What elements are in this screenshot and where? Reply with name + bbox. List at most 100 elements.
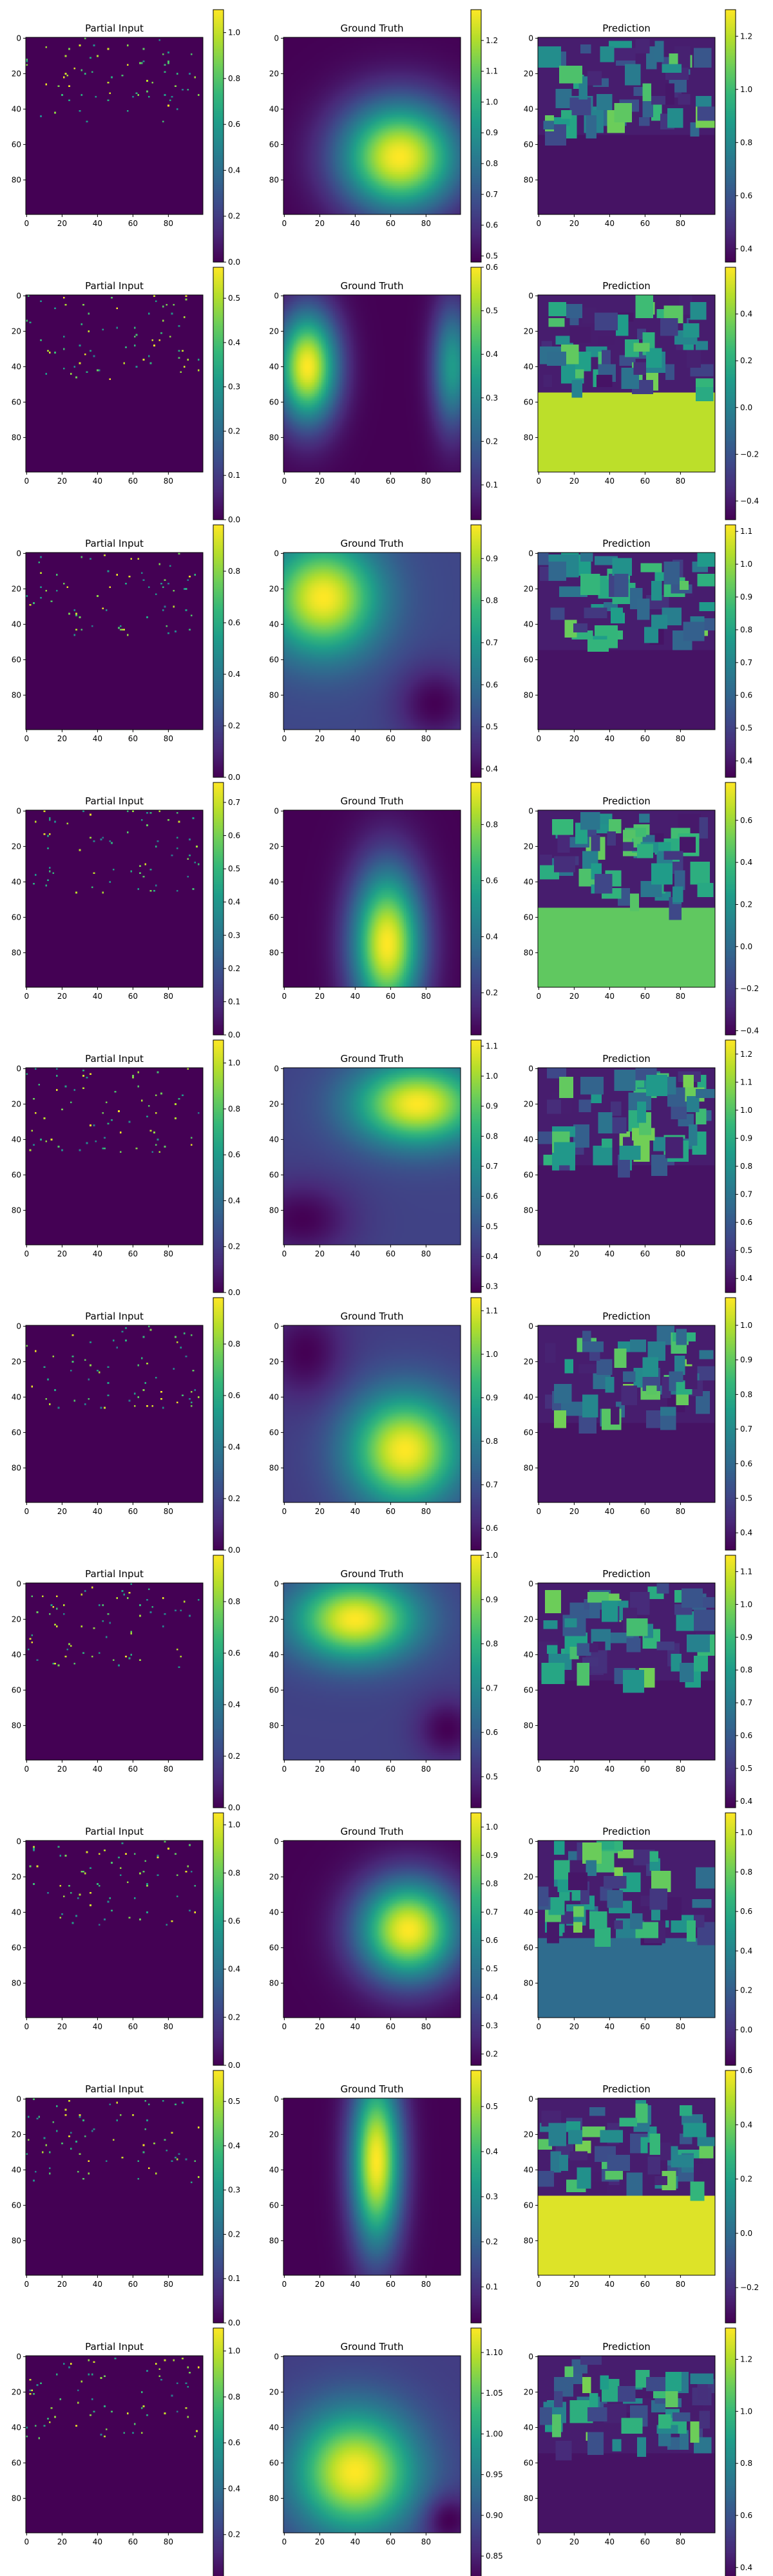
colorbar-frame [213, 782, 224, 1036]
colorbar-tick-label: 0.1 [228, 471, 240, 480]
y-tick-label: 60 [269, 1685, 279, 1694]
colorbar-tick-label: 1.0 [740, 1321, 752, 1330]
colorbar: 0.4 0.5 0.6 0.7 0.8 0.9 1.0 1.1 [725, 524, 752, 778]
x-tick-label: 20 [569, 2280, 579, 2289]
y-tick-label: 60 [524, 397, 533, 406]
x-tick-label: 40 [350, 477, 360, 486]
colorbar-tick-label: 0.2 [228, 426, 240, 435]
y-tick-label: 20 [269, 1872, 279, 1881]
x-tick-label: 80 [676, 2537, 685, 2546]
colorbar-frame [470, 1555, 482, 1808]
colorbar-tick-label: 1.0 [228, 1821, 240, 1830]
plot-frame [283, 37, 461, 215]
colorbar-tick-label: 0.8 [228, 2392, 240, 2401]
colorbar: 0.0 0.2 0.4 0.6 0.8 1.0 [213, 1039, 240, 1297]
heatmap-panel: Partial Input 0 20 40 60 80 0 20 40 60 80 0.0 0.1 0.2… [12, 782, 240, 1039]
y-tick-label: 0 [274, 1064, 279, 1073]
colorbar-tick-label: 0.6 [228, 1917, 240, 1926]
colorbar-tick-label: 0.2 [228, 721, 240, 730]
colorbar-gradient [471, 1298, 481, 1550]
colorbar-tick-label: 0.8 [228, 1340, 240, 1349]
panel-title: Ground Truth [341, 280, 404, 292]
colorbar-tick-label: 0.8 [228, 567, 240, 576]
y-tick-label: 60 [269, 655, 279, 664]
colorbar: 0.2 0.3 0.4 0.5 0.6 0.7 0.8 0.9 1.0 [470, 1812, 498, 2066]
colorbar-frame [725, 9, 736, 263]
x-tick-label: 80 [421, 734, 431, 743]
plot-frame [537, 552, 716, 730]
y-tick-label: 20 [269, 1357, 279, 1366]
y-tick-label: 60 [269, 1170, 279, 1179]
y-tick-label: 60 [524, 2458, 533, 2467]
x-tick-label: 40 [350, 219, 360, 228]
plot-frame [25, 1840, 204, 2018]
colorbar-tick-label: 0.1 [486, 2282, 498, 2291]
y-tick-label: 60 [269, 2458, 279, 2467]
plot-frame [283, 2355, 461, 2533]
y-tick-label: 80 [12, 2494, 21, 2503]
y-tick-label: 40 [524, 1908, 533, 1917]
x-tick-label: 60 [386, 734, 396, 743]
heatmap-image [26, 2098, 203, 2275]
x-tick-label: 40 [605, 2537, 615, 2546]
heatmap-panel: Prediction 0 20 40 60 80 0 20 40 60 80 0.4 0.5 0.6 0.7… [524, 524, 752, 778]
y-tick-label: 80 [12, 1978, 21, 1987]
colorbar-tick-label: 0.8 [486, 820, 498, 829]
colorbar-tick-label: 1.1 [740, 1567, 752, 1576]
colorbar-tick-label: 1.0 [740, 560, 752, 569]
y-tick-label: 0 [274, 33, 279, 43]
x-tick-label: 40 [350, 1507, 360, 1516]
x-tick-label: 0 [24, 2537, 30, 2546]
colorbar-tick-label: −0.2 [740, 450, 759, 459]
y-tick-label: 80 [524, 2494, 533, 2503]
plot-frame [25, 2098, 204, 2276]
y-tick-label: 40 [269, 2165, 279, 2174]
x-tick-label: 80 [421, 2537, 431, 2546]
colorbar-tick-label: 0.6 [486, 221, 498, 230]
heatmap-panel: Partial Input 0 20 40 60 80 0 20 40 60 80 0.0 0.2 0.4… [12, 524, 240, 782]
x-tick-label: 0 [282, 1249, 287, 1258]
y-tick-label: 20 [12, 2130, 21, 2139]
colorbar-frame [725, 782, 736, 1036]
colorbar: 0.0 0.2 0.4 0.6 0.8 [213, 1555, 240, 1812]
colorbar-tick-label: 0.6 [228, 1649, 240, 1658]
colorbar-gradient [213, 10, 224, 262]
y-tick-label: 20 [524, 1872, 533, 1881]
plot-frame [25, 1067, 204, 1245]
y-tick-label: 80 [269, 1206, 279, 1215]
colorbar-tick-label: 0.4 [228, 1196, 240, 1205]
x-tick-label: 60 [640, 2537, 650, 2546]
colorbar: 0.0 0.2 0.4 0.6 0.8 [213, 524, 240, 782]
x-tick-label: 0 [537, 2280, 542, 2289]
y-tick-label: 20 [269, 327, 279, 336]
y-tick-label: 20 [524, 1099, 533, 1108]
colorbar-tick-label: 0.6 [228, 120, 240, 129]
plot-frame [283, 1582, 461, 1761]
colorbar-tick-label: 1.0 [228, 28, 240, 37]
heatmap-image [26, 1068, 203, 1245]
x-tick-label: 20 [57, 992, 67, 1001]
y-tick-label: 80 [269, 690, 279, 699]
heatmap-panel: Partial Input 0 20 40 60 80 0 20 40 60 80 0.0 0.1 0.2… [12, 267, 240, 524]
plot-frame [537, 1582, 716, 1761]
heatmap-image [538, 37, 715, 214]
y-tick-label: 60 [12, 913, 21, 922]
colorbar-tick-label: 0.7 [486, 1683, 498, 1692]
panel-title: Partial Input [85, 280, 144, 292]
heatmap-image [26, 2356, 203, 2533]
x-tick-label: 80 [421, 477, 431, 486]
colorbar-tick-label: 1.0 [486, 97, 498, 106]
colorbar-tick-label: 0.3 [228, 931, 240, 940]
colorbar-frame [725, 1555, 736, 1808]
panel-title: Ground Truth [341, 2341, 404, 2353]
x-tick-label: 0 [537, 2022, 542, 2031]
colorbar-tick-label: 0.6 [740, 1731, 752, 1740]
colorbar-tick-label: 0.2 [228, 2012, 240, 2022]
x-tick-label: 60 [640, 734, 650, 743]
colorbar-gradient [213, 782, 224, 1035]
colorbar-gradient [725, 1298, 736, 1550]
y-tick-label: 80 [12, 690, 21, 699]
colorbar-tick-label: 0.5 [486, 251, 498, 260]
colorbar-gradient [725, 2070, 736, 2323]
